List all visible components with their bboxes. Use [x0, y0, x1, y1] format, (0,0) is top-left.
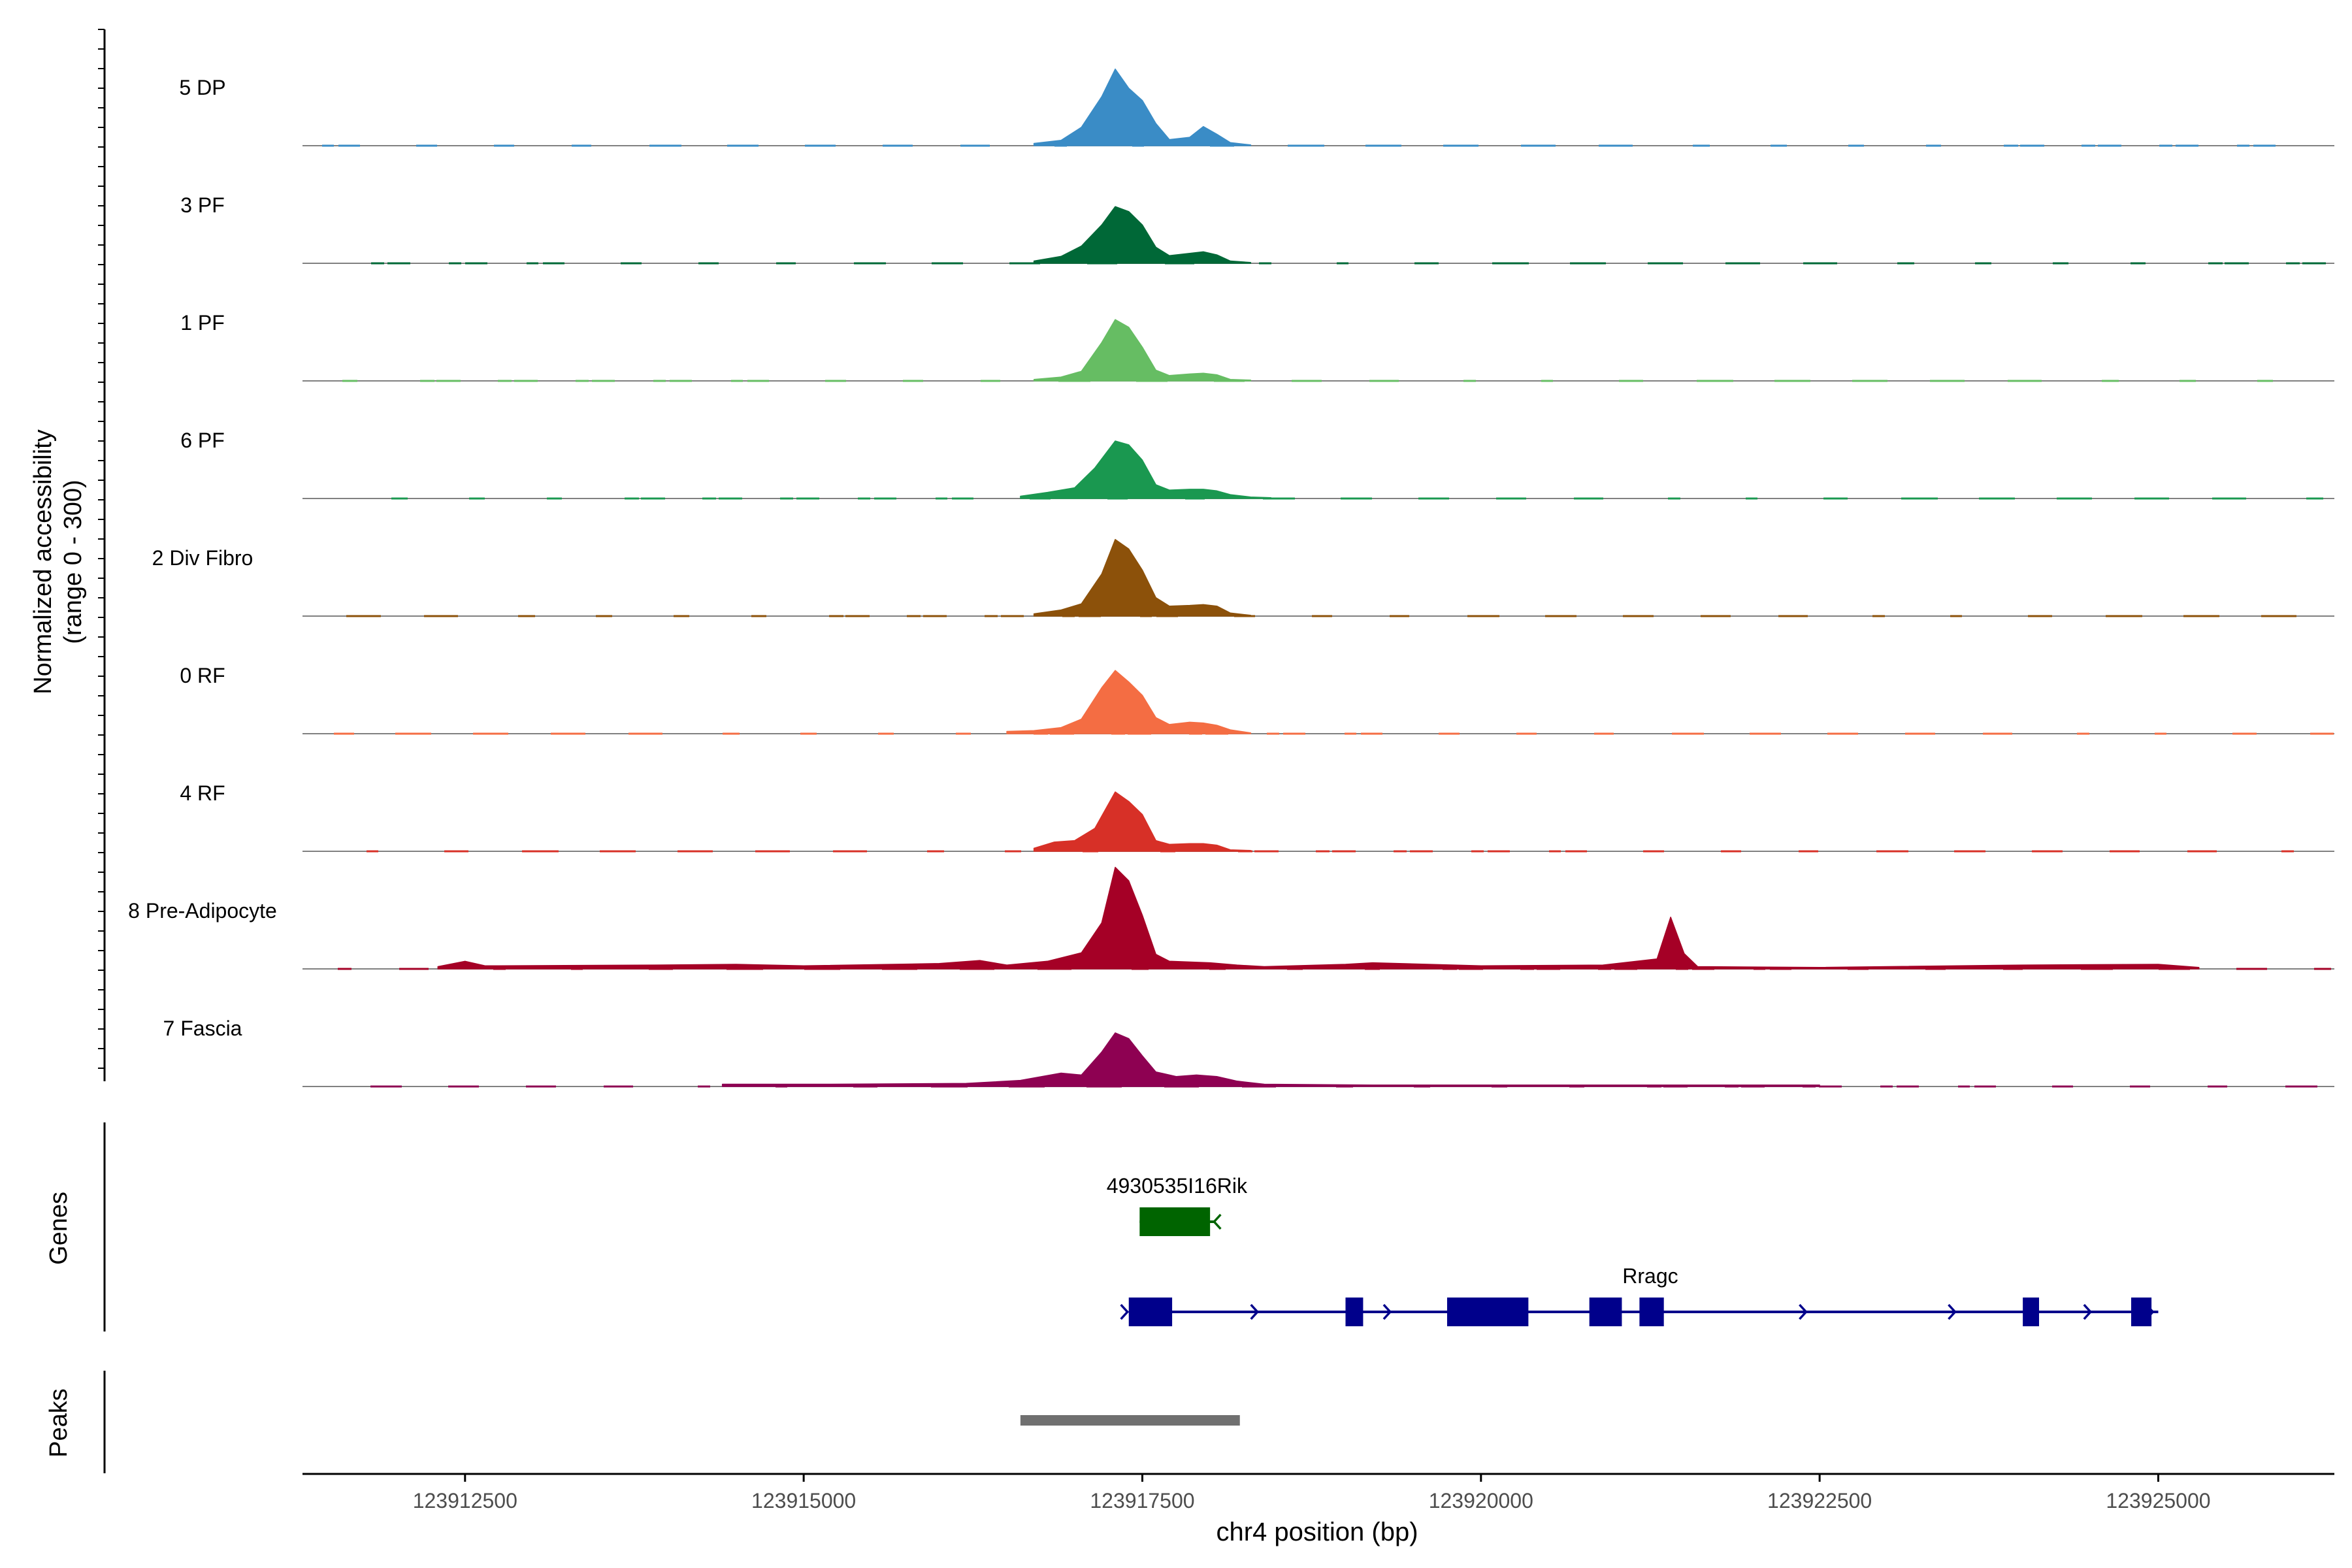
gene-exon [1589, 1298, 1622, 1326]
coverage-area-0-rf [1006, 670, 1252, 734]
y-axis-label-line2: (range 0 - 300) [59, 480, 87, 644]
x-axis-tick-label: 123915000 [751, 1489, 856, 1512]
gene-label: Rragc [1622, 1264, 1678, 1288]
x-axis-tick-label: 123912500 [413, 1489, 517, 1512]
peak-bar [1020, 1415, 1240, 1426]
strand-arrow [1120, 1303, 1130, 1320]
genes-track: 4930535I16Rik Rragc [103, 1122, 2159, 1331]
x-axis-tick-label: 123920000 [1429, 1489, 1533, 1512]
track-label: 3 PF [180, 193, 225, 217]
gene-label: 4930535I16Rik [1107, 1174, 1248, 1198]
track-label: 8 Pre-Adipocyte [128, 899, 277, 923]
peaks-track [103, 1371, 1240, 1473]
x-axis-tick-label: 123922500 [1767, 1489, 1872, 1512]
strand-arrow [1250, 1303, 1260, 1320]
gene-rragc: Rragc [1120, 1264, 2159, 1326]
coverage-area-4-rf [1033, 791, 1252, 852]
gene-exon [1128, 1298, 1173, 1326]
x-axis-label: chr4 position (bp) [1216, 1518, 1418, 1546]
x-axis-tick-label: 123925000 [2106, 1489, 2210, 1512]
strand-arrow [2083, 1303, 2093, 1320]
gene-4930535i16rik: 4930535I16Rik [1107, 1174, 1248, 1236]
peaks-track-title: Peaks [45, 1388, 73, 1458]
strand-arrow [1382, 1303, 1392, 1320]
strand-arrow [2145, 1303, 2155, 1320]
coverage-area-7-fascia [721, 1032, 1820, 1087]
gene-exon [2131, 1298, 2152, 1326]
strand-arrow [1212, 1213, 1222, 1230]
x-axis-tick-label: 123917500 [1090, 1489, 1194, 1512]
y-axis-label-line1: Normalized accessibility [29, 429, 57, 694]
gene-exon [1139, 1207, 1211, 1236]
track-label: 2 Div Fibro [152, 546, 253, 570]
track-label: 5 DP [179, 76, 225, 99]
coverage-tracks: 5 DP 3 PF 1 PF 6 PF 2 Div Fibro 0 RF 4 RF 8 Pre… [98, 29, 2334, 1088]
coverage-area-2-div-fibro [1033, 538, 1252, 617]
x-axis: 123912500 123915000 123917500 123920000 1239… [302, 1473, 2334, 1512]
strand-arrow [1948, 1303, 1957, 1320]
track-label: 0 RF [180, 664, 225, 687]
coverage-area-8-pre-adipocyte [437, 866, 2200, 970]
genes-track-title: Genes [45, 1192, 73, 1265]
gene-exon [2023, 1298, 2040, 1326]
track-label: 6 PF [180, 429, 225, 452]
track-label: 1 PF [180, 311, 225, 335]
strand-arrow [1799, 1303, 1808, 1320]
coverage-area-5-dp [1033, 68, 1252, 146]
track-label: 7 Fascia [163, 1017, 242, 1040]
coverage-area-6-pf [1020, 440, 1272, 499]
gene-exon [1345, 1298, 1364, 1326]
track-label: 4 RF [180, 781, 225, 805]
coverage-area-1-pf [1033, 319, 1252, 382]
gene-exon [1639, 1298, 1664, 1326]
gene-exon [1446, 1298, 1529, 1326]
coverage-area-3-pf [1033, 206, 1252, 264]
